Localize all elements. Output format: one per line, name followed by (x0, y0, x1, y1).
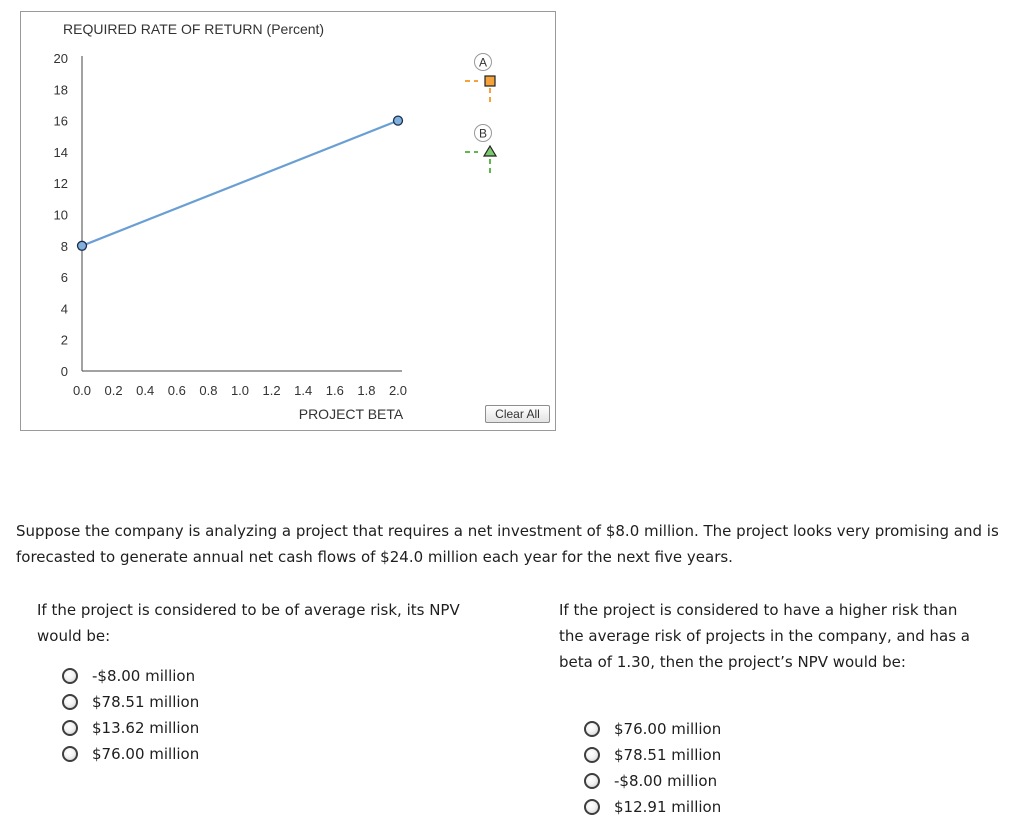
x-tick-label: 0.2 (105, 383, 123, 398)
answer-option[interactable]: $13.62 million (62, 715, 199, 741)
y-tick-label: 20 (54, 51, 68, 66)
sml-line (81, 119, 399, 247)
radio-button[interactable] (584, 799, 600, 815)
square-marker-icon (484, 75, 496, 87)
y-tick-label: 18 (54, 82, 68, 97)
radio-button[interactable] (584, 747, 600, 763)
answer-option[interactable]: $78.51 million (584, 742, 721, 768)
answer-option[interactable]: $78.51 million (62, 689, 199, 715)
y-tick-label: 2 (61, 333, 68, 348)
y-tick-label: 10 (54, 208, 68, 223)
y-tick-label: 4 (61, 301, 68, 316)
y-tick-label: 6 (61, 270, 68, 285)
y-axis-title: REQUIRED RATE OF RETURN (Percent) (63, 21, 324, 37)
question-higher-risk: If the project is considered to have a h… (559, 601, 970, 671)
option-label: $12.91 million (614, 798, 722, 816)
x-tick-label: 1.6 (326, 383, 344, 398)
option-label: -$8.00 million (92, 667, 196, 685)
clear-all-button[interactable]: Clear All (485, 405, 550, 423)
radio-button[interactable] (62, 668, 78, 684)
x-tick-label: 1.2 (263, 383, 281, 398)
option-label: $76.00 million (614, 720, 722, 738)
y-tick-label: 0 (61, 364, 68, 379)
sml-point (392, 115, 404, 126)
option-label: $13.62 million (92, 719, 200, 737)
x-tick-label: 2.0 (389, 383, 407, 398)
radio-button[interactable] (62, 720, 78, 736)
radio-button[interactable] (584, 773, 600, 789)
y-tick-label: 12 (54, 176, 68, 191)
option-label: $78.51 million (92, 693, 200, 711)
y-tick-label: 14 (54, 145, 68, 160)
x-tick-label: 0.8 (199, 383, 217, 398)
x-tick-label: 1.0 (231, 383, 249, 398)
answer-option[interactable]: $12.91 million (584, 794, 721, 820)
legend-label: B (479, 127, 487, 141)
radio-button[interactable] (584, 721, 600, 737)
sml-point (76, 240, 88, 251)
option-label: $78.51 million (614, 746, 722, 764)
legend-label: A (479, 56, 487, 70)
question-average-risk: If the project is considered to be of av… (37, 601, 460, 645)
answer-option[interactable]: -$8.00 million (584, 768, 721, 794)
answer-options-higher-risk: $76.00 million $78.51 million -$8.00 mil… (584, 716, 721, 820)
legend-label-badge (474, 124, 492, 142)
x-tick-label: 1.4 (294, 383, 312, 398)
option-label: $76.00 million (92, 745, 200, 763)
y-tick-label: 16 (54, 114, 68, 129)
radio-button[interactable] (62, 746, 78, 762)
y-tick-label: 8 (61, 239, 68, 254)
x-tick-label: 0.4 (136, 383, 154, 398)
radio-button[interactable] (62, 694, 78, 710)
problem-statement: Suppose the company is analyzing a proje… (16, 522, 999, 566)
answer-option[interactable]: $76.00 million (584, 716, 721, 742)
answer-options-average-risk: -$8.00 million $78.51 million $13.62 mil… (62, 663, 199, 767)
legend-label-badge (474, 53, 492, 71)
sml-chart-panel: REQUIRED RATE OF RETURN (Percent) 0 2 4 6 8 10… (20, 11, 556, 431)
option-label: -$8.00 million (614, 772, 718, 790)
triangle-marker-icon (482, 144, 498, 157)
x-axis-title: PROJECT BETA (299, 406, 404, 422)
x-tick-label: 0.6 (168, 383, 186, 398)
answer-option[interactable]: $76.00 million (62, 741, 199, 767)
x-tick-label: 1.8 (357, 383, 375, 398)
answer-option[interactable]: -$8.00 million (62, 663, 199, 689)
x-tick-label: 0.0 (73, 383, 91, 398)
sml-chart: REQUIRED RATE OF RETURN (Percent) 0 2 4 6 8 10… (54, 21, 498, 422)
